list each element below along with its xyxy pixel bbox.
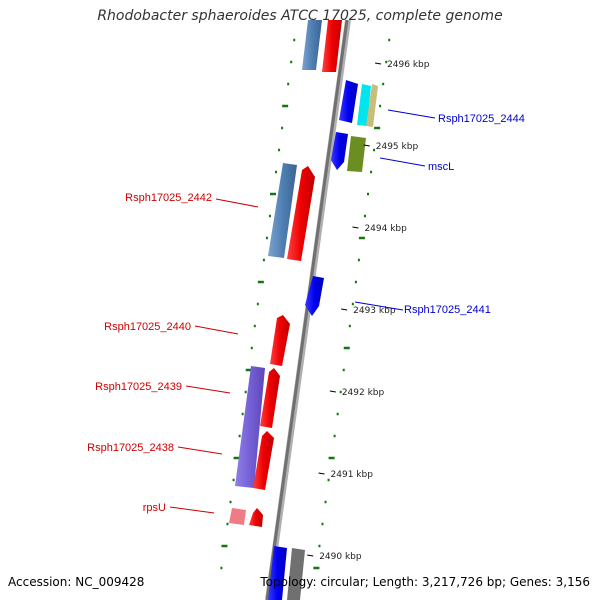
gene-label: Rsph17025_2444 bbox=[438, 113, 525, 125]
cds-2439 bbox=[260, 368, 280, 428]
genome-stats-text: Topology: circular; Length: 3,217,726 bp… bbox=[260, 575, 590, 589]
cds-2442 bbox=[287, 166, 315, 261]
backbone bbox=[265, 19, 349, 600]
scale-tick-label: 2490 kbp bbox=[319, 552, 362, 562]
gene-steel-top bbox=[302, 20, 322, 70]
leader-2438 bbox=[177, 446, 223, 455]
scale-tick-mark bbox=[318, 472, 325, 475]
gene-rpsu-pink bbox=[229, 508, 246, 525]
scale-tick-mark bbox=[341, 308, 348, 311]
gene-2442-steel bbox=[268, 163, 297, 258]
scale-tick-mark bbox=[363, 144, 370, 147]
leader-2439 bbox=[185, 385, 231, 394]
scale-tick-mark bbox=[374, 62, 382, 65]
gene-label: Rsph17025_2438 bbox=[87, 442, 174, 454]
scale-tick-label: 2496 kbp bbox=[387, 60, 430, 70]
scale-tick-label: 2492 kbp bbox=[342, 388, 385, 398]
gene-gray-bottom bbox=[287, 548, 305, 600]
scale-tick-label: 2494 kbp bbox=[364, 224, 407, 234]
gene-label: Rsph17025_2440 bbox=[104, 321, 191, 333]
scale-tick-mark bbox=[329, 390, 336, 393]
cds-2438 bbox=[253, 431, 274, 490]
gene-labels: Rsph17025_2444 mscL Rsph17025_2442 Rsph1… bbox=[87, 113, 525, 514]
scale-tick-label: 2493 kbp bbox=[353, 306, 396, 316]
gene-blue-bottom bbox=[268, 546, 287, 600]
scale-tick-mark bbox=[307, 554, 314, 557]
scale-tick-label: 2491 kbp bbox=[331, 470, 374, 480]
gc-skew-track-right bbox=[313, 38, 391, 570]
gc-skew-track-left bbox=[220, 38, 296, 570]
leader-mscl bbox=[379, 157, 426, 167]
leader-rpsu bbox=[169, 506, 215, 514]
gene-msc-blue bbox=[331, 132, 348, 170]
gene-label: Rsph17025_2439 bbox=[95, 381, 182, 393]
gene-2439-purple bbox=[235, 366, 265, 488]
cds-2440 bbox=[270, 315, 290, 366]
leader-2444 bbox=[387, 109, 436, 119]
map-title: Rhodobacter sphaeroides ATCC 17025, comp… bbox=[97, 8, 503, 24]
scale-ticks: 2496 kbp 2495 kbp 2494 kbp 2493 kbp 2492 kbp… bbox=[307, 60, 430, 562]
leader-2442 bbox=[215, 198, 259, 208]
gene-2444-tan bbox=[366, 84, 378, 127]
label-leaders bbox=[169, 109, 436, 514]
scale-tick-mark bbox=[352, 226, 359, 229]
gene-mscl bbox=[347, 136, 366, 172]
scale-tick-label: 2495 kbp bbox=[376, 142, 419, 152]
cds-rpsu bbox=[249, 508, 263, 527]
gene-label: rpsU bbox=[143, 502, 166, 514]
leader-2441 bbox=[354, 301, 404, 311]
cds-top bbox=[322, 20, 342, 72]
leader-2440 bbox=[194, 325, 239, 335]
gene-label: Rsph17025_2441 bbox=[404, 304, 491, 316]
gene-2444-blue bbox=[339, 80, 358, 123]
gene-2441 bbox=[305, 276, 324, 316]
accession-text: Accession: NC_009428 bbox=[8, 575, 145, 589]
gene-label: mscL bbox=[428, 161, 454, 173]
gene-label: Rsph17025_2442 bbox=[125, 192, 212, 204]
